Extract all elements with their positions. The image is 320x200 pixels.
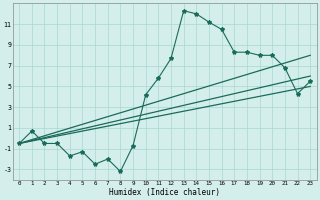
X-axis label: Humidex (Indice chaleur): Humidex (Indice chaleur)	[109, 188, 220, 197]
